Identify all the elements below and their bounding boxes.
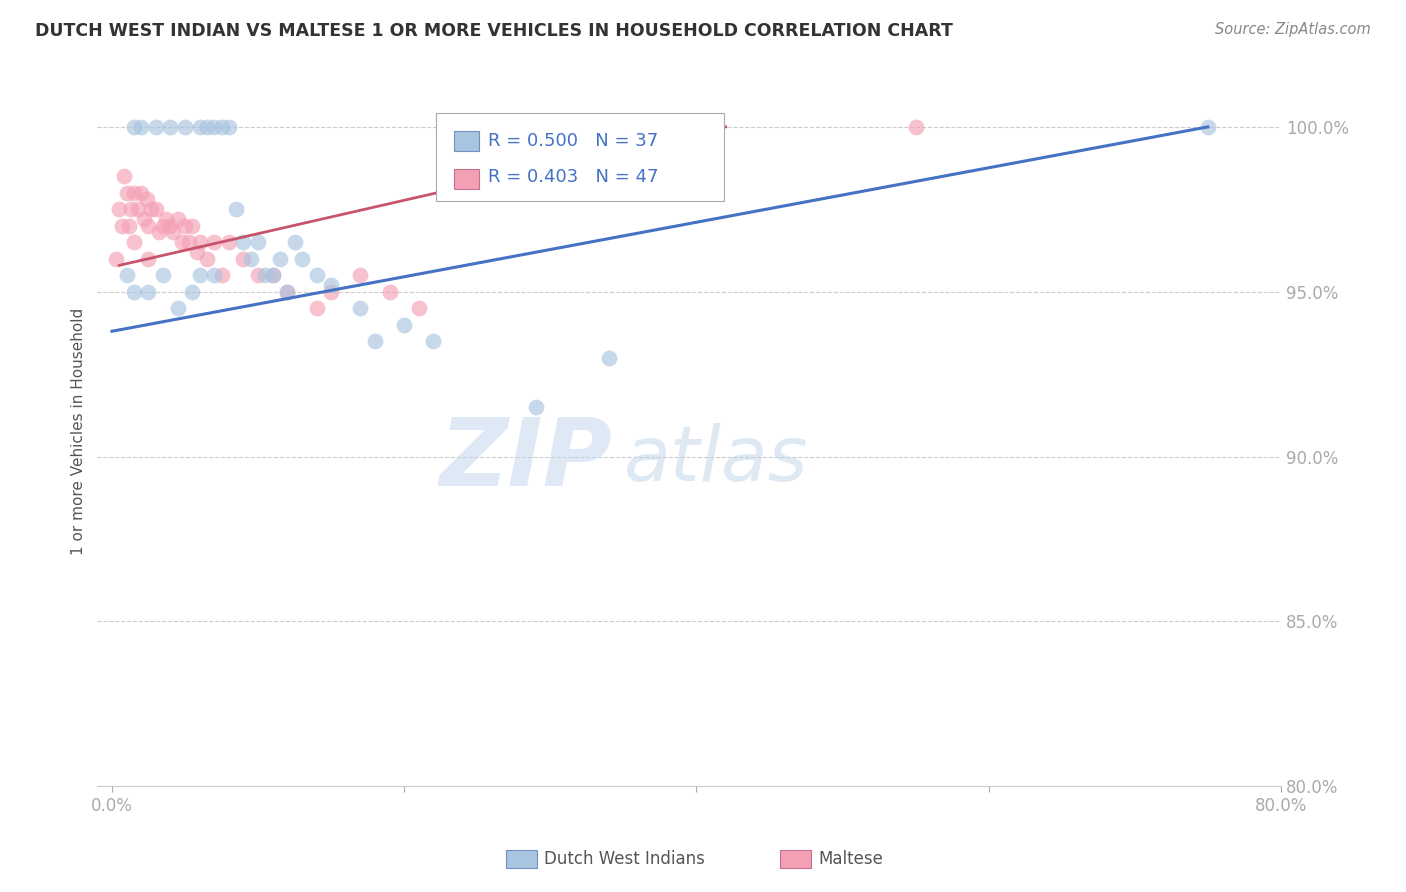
Point	[904, 120, 927, 134]
Y-axis label: 1 or more Vehicles in Household: 1 or more Vehicles in Household	[72, 308, 86, 556]
Point	[145, 202, 167, 217]
Point	[166, 212, 188, 227]
Point	[145, 120, 167, 134]
Point	[122, 186, 145, 200]
Point	[321, 278, 343, 293]
Point	[202, 268, 225, 283]
Point	[276, 285, 298, 299]
Point	[378, 285, 401, 299]
Point	[127, 202, 149, 217]
Point	[166, 301, 188, 315]
Point	[218, 120, 240, 134]
Point	[247, 235, 270, 250]
Point	[105, 252, 128, 266]
Point	[120, 202, 142, 217]
Point	[138, 252, 160, 266]
Point	[132, 212, 155, 227]
Text: ZIP: ZIP	[439, 414, 612, 506]
Point	[262, 268, 284, 283]
Point	[202, 120, 225, 134]
Point	[138, 219, 160, 233]
Point	[186, 245, 208, 260]
Point	[181, 219, 204, 233]
Point	[364, 334, 387, 348]
Point	[465, 120, 488, 134]
Point	[188, 268, 211, 283]
Point	[195, 120, 218, 134]
Point	[269, 252, 291, 266]
Point	[129, 186, 152, 200]
Point	[159, 219, 181, 233]
Point	[152, 219, 174, 233]
Point	[141, 202, 163, 217]
Text: R = 0.500   N = 37: R = 0.500 N = 37	[488, 132, 658, 150]
Point	[155, 212, 177, 227]
Text: R = 0.403   N = 47: R = 0.403 N = 47	[488, 168, 658, 186]
Point	[162, 225, 184, 239]
Point	[122, 120, 145, 134]
Point	[202, 235, 225, 250]
Point	[408, 301, 430, 315]
Point	[598, 351, 620, 365]
Point	[152, 268, 174, 283]
Point	[262, 268, 284, 283]
Point	[232, 252, 254, 266]
Point	[115, 268, 138, 283]
Point	[232, 235, 254, 250]
Point	[111, 219, 134, 233]
Point	[321, 285, 343, 299]
Point	[159, 120, 181, 134]
Point	[108, 202, 131, 217]
Point	[122, 285, 145, 299]
Point	[510, 120, 533, 134]
Point	[254, 268, 277, 283]
Text: Source: ZipAtlas.com: Source: ZipAtlas.com	[1215, 22, 1371, 37]
Point	[247, 268, 270, 283]
Point	[211, 268, 233, 283]
Point	[685, 120, 707, 134]
Point	[112, 169, 135, 184]
Point	[138, 285, 160, 299]
Point	[179, 235, 201, 250]
Point	[218, 235, 240, 250]
Point	[174, 120, 197, 134]
Point	[188, 120, 211, 134]
Point	[122, 235, 145, 250]
Point	[211, 120, 233, 134]
Point	[115, 186, 138, 200]
Point	[148, 225, 170, 239]
Text: Dutch West Indians: Dutch West Indians	[544, 850, 704, 868]
Text: DUTCH WEST INDIAN VS MALTESE 1 OR MORE VEHICLES IN HOUSEHOLD CORRELATION CHART: DUTCH WEST INDIAN VS MALTESE 1 OR MORE V…	[35, 22, 953, 40]
Point	[118, 219, 141, 233]
Point	[349, 301, 371, 315]
Point	[172, 235, 194, 250]
Point	[392, 318, 415, 332]
Text: atlas: atlas	[624, 423, 808, 497]
Point	[136, 193, 159, 207]
Point	[181, 285, 204, 299]
Point	[284, 235, 307, 250]
Point	[1197, 120, 1219, 134]
Text: Maltese: Maltese	[818, 850, 883, 868]
Point	[291, 252, 314, 266]
Point	[305, 301, 328, 315]
Point	[195, 252, 218, 266]
Point	[174, 219, 197, 233]
Point	[305, 268, 328, 283]
Point	[349, 268, 371, 283]
Point	[524, 400, 547, 414]
Point	[239, 252, 262, 266]
Point	[129, 120, 152, 134]
Point	[276, 285, 298, 299]
Point	[188, 235, 211, 250]
Point	[422, 334, 444, 348]
Point	[568, 120, 591, 134]
Point	[225, 202, 247, 217]
